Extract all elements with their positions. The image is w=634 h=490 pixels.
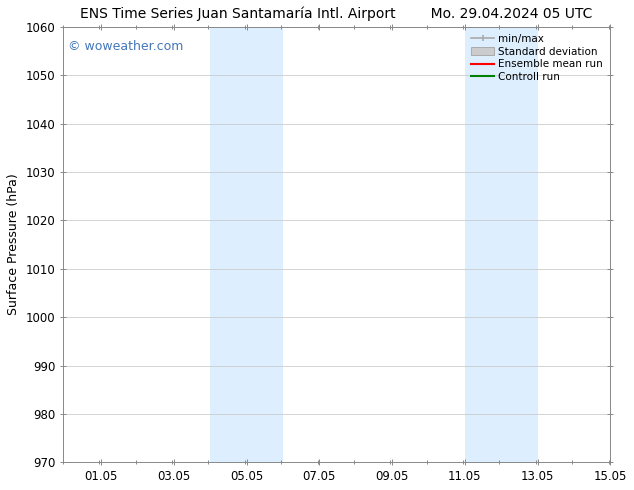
Bar	[465, 27, 538, 463]
Text: © woweather.com: © woweather.com	[68, 40, 184, 53]
Title: ENS Time Series Juan Santamaría Intl. Airport        Mo. 29.04.2024 05 UTC: ENS Time Series Juan Santamaría Intl. Ai…	[81, 7, 593, 22]
Legend: min/max, Standard deviation, Ensemble mean run, Controll run: min/max, Standard deviation, Ensemble me…	[467, 30, 607, 86]
Y-axis label: Surface Pressure (hPa): Surface Pressure (hPa)	[7, 174, 20, 316]
Bar	[210, 27, 283, 463]
